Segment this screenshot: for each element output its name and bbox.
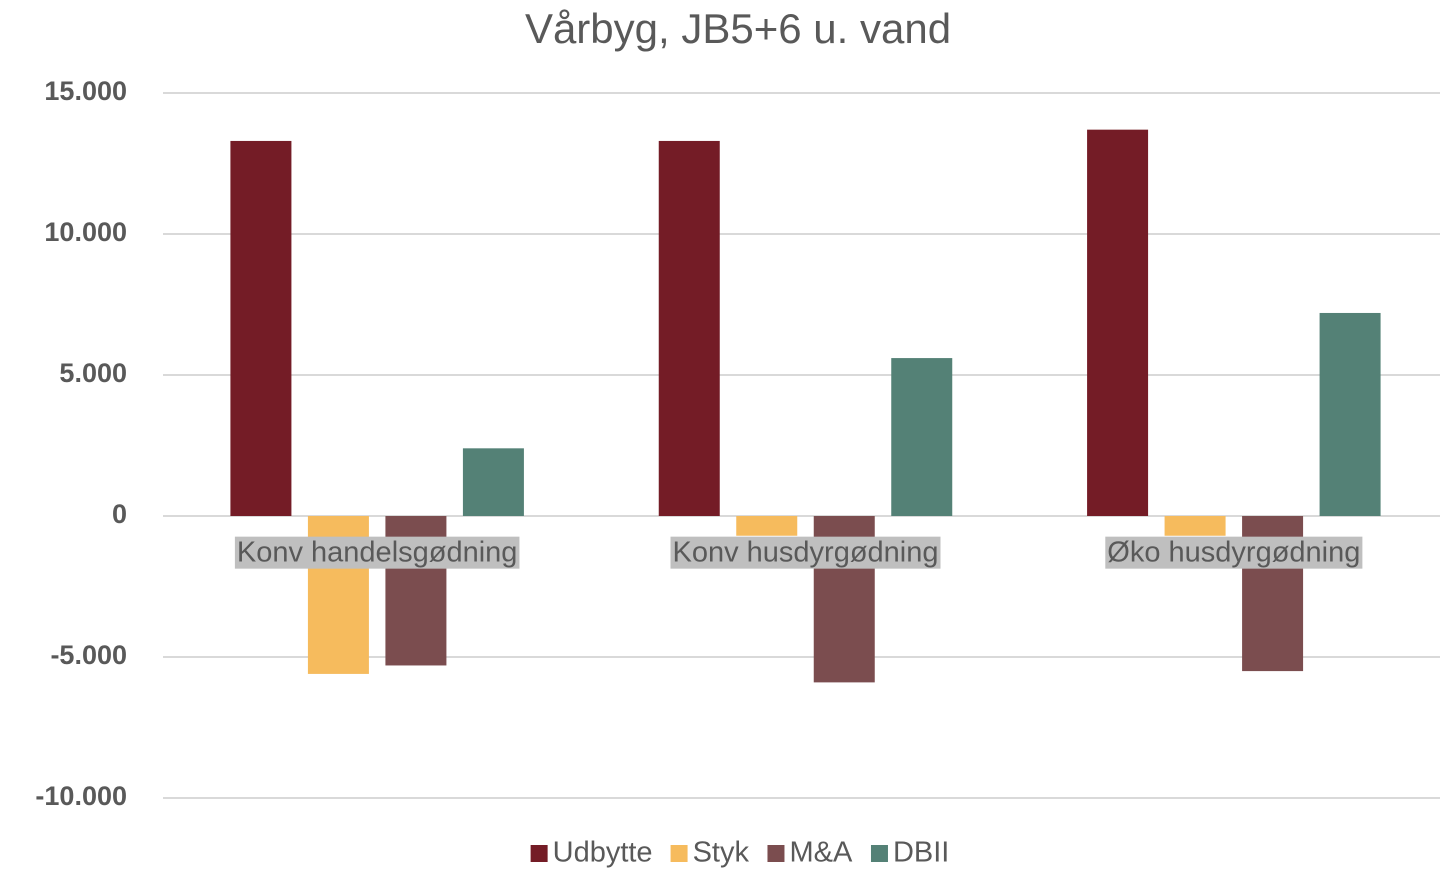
chart-title: Vårbyg, JB5+6 u. vand	[525, 5, 951, 52]
legend-swatch	[870, 845, 888, 862]
category-label: Konv handelsgødning	[234, 536, 520, 569]
legend-label: Udbytte	[553, 837, 653, 869]
y-tick-label: 15.000	[44, 76, 127, 106]
y-tick-label: 0	[112, 499, 127, 529]
category-label-bg	[670, 536, 941, 569]
y-tick-label: 5.000	[59, 358, 127, 388]
x-tick-label: Konv handelsgødning	[237, 537, 518, 569]
bar	[1164, 516, 1226, 536]
legend: Udbytte Styk M&A DBII	[530, 837, 949, 869]
y-tick-label: 10.000	[44, 217, 127, 247]
bar	[658, 140, 720, 516]
bar	[1087, 129, 1149, 516]
y-tick-label: -5.000	[50, 640, 127, 670]
legend-swatch	[767, 845, 785, 862]
legend-label: Styk	[693, 837, 750, 869]
legend-label: DBII	[893, 837, 949, 869]
x-tick-label: Konv husdyrgødning	[673, 537, 939, 569]
y-tick-label: -10.000	[35, 781, 127, 811]
category-label: Konv husdyrgødning	[670, 536, 941, 569]
category-label-bg	[234, 536, 520, 569]
bar	[736, 516, 798, 536]
bar	[462, 448, 524, 516]
category-label: Øko husdyrgødning	[1105, 536, 1363, 569]
legend-swatch	[530, 845, 548, 862]
bar	[891, 358, 953, 516]
legend-swatch	[670, 845, 688, 862]
legend-label: M&A	[789, 837, 853, 869]
bar	[230, 140, 292, 516]
category-label-bg	[1105, 536, 1363, 569]
x-tick-label: Øko husdyrgødning	[1107, 537, 1360, 569]
bar	[1319, 312, 1381, 516]
